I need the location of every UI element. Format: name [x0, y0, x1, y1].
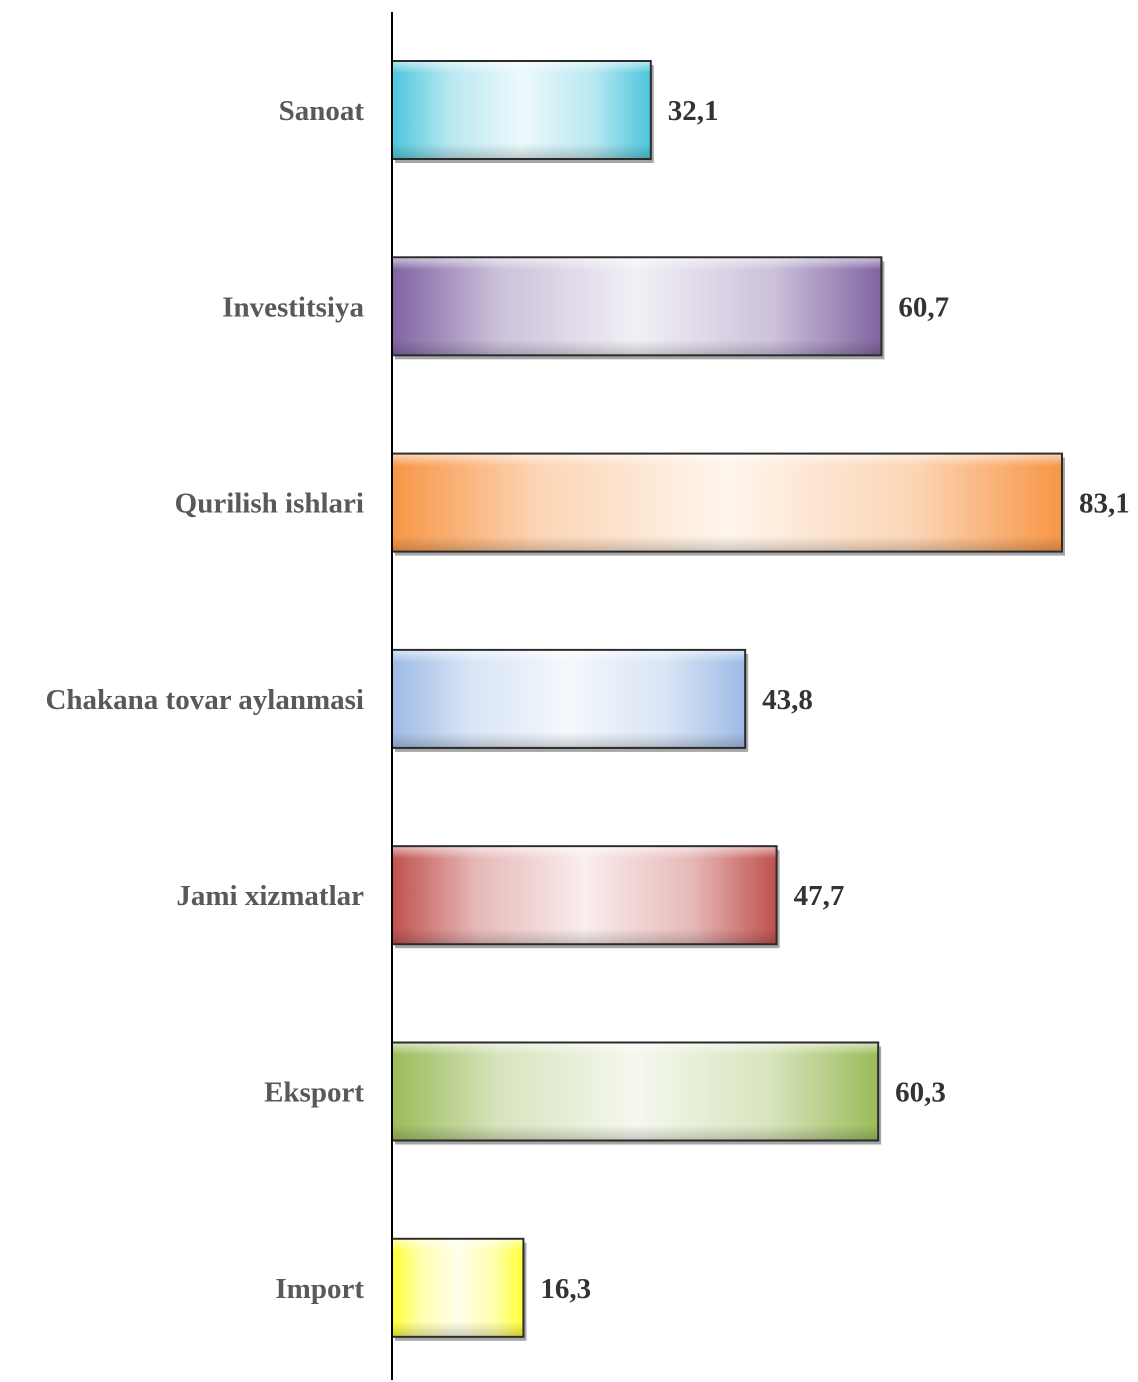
category-label-import: Import [275, 1273, 364, 1305]
category-label-eksport: Eksport [264, 1077, 364, 1109]
bar-shine [393, 1043, 878, 1140]
value-label-investitsiya: 60,7 [898, 291, 949, 323]
value-label-qurilish-ishlari: 83,1 [1079, 488, 1130, 520]
category-label-chakana-tovar-aylanmasi: Chakana tovar aylanmasi [45, 684, 364, 716]
bar-shine [393, 847, 776, 944]
category-label-investitsiya: Investitsiya [222, 291, 364, 323]
category-label-jami-xizmatlar: Jami xizmatlar [176, 880, 364, 912]
bar-group-chakana-tovar-aylanmasi: Chakana tovar aylanmasi 43,8 [45, 648, 813, 752]
bar-shine [393, 62, 650, 158]
bar-group-eksport: Eksport 60,3 [264, 1041, 946, 1145]
category-label-sanoat: Sanoat [279, 95, 365, 127]
bar-shine [393, 650, 745, 747]
value-label-jami-xizmatlar: 47,7 [794, 880, 845, 912]
value-label-eksport: 60,3 [895, 1077, 946, 1109]
bars-layer: Sanoat 32,1 Investitsiya 60,7 Qurilish ishla… [45, 60, 1130, 1341]
bar-group-sanoat: Sanoat 32,1 [279, 60, 719, 163]
bar-group-qurilish-ishlari: Qurilish ishlari 83,1 [175, 452, 1130, 556]
bar-group-jami-xizmatlar: Jami xizmatlar 47,7 [176, 845, 845, 949]
bar-group-investitsiya: Investitsiya 60,7 [222, 256, 949, 360]
bar-group-import: Import 16,3 [275, 1237, 591, 1341]
category-label-qurilish-ishlari: Qurilish ishlari [175, 488, 364, 520]
bar-shine [393, 454, 1061, 551]
value-label-chakana-tovar-aylanmasi: 43,8 [762, 684, 813, 716]
value-label-import: 16,3 [540, 1273, 591, 1305]
bar-shine [393, 258, 881, 355]
bar-shine [393, 1239, 523, 1336]
value-label-sanoat: 32,1 [668, 95, 719, 127]
